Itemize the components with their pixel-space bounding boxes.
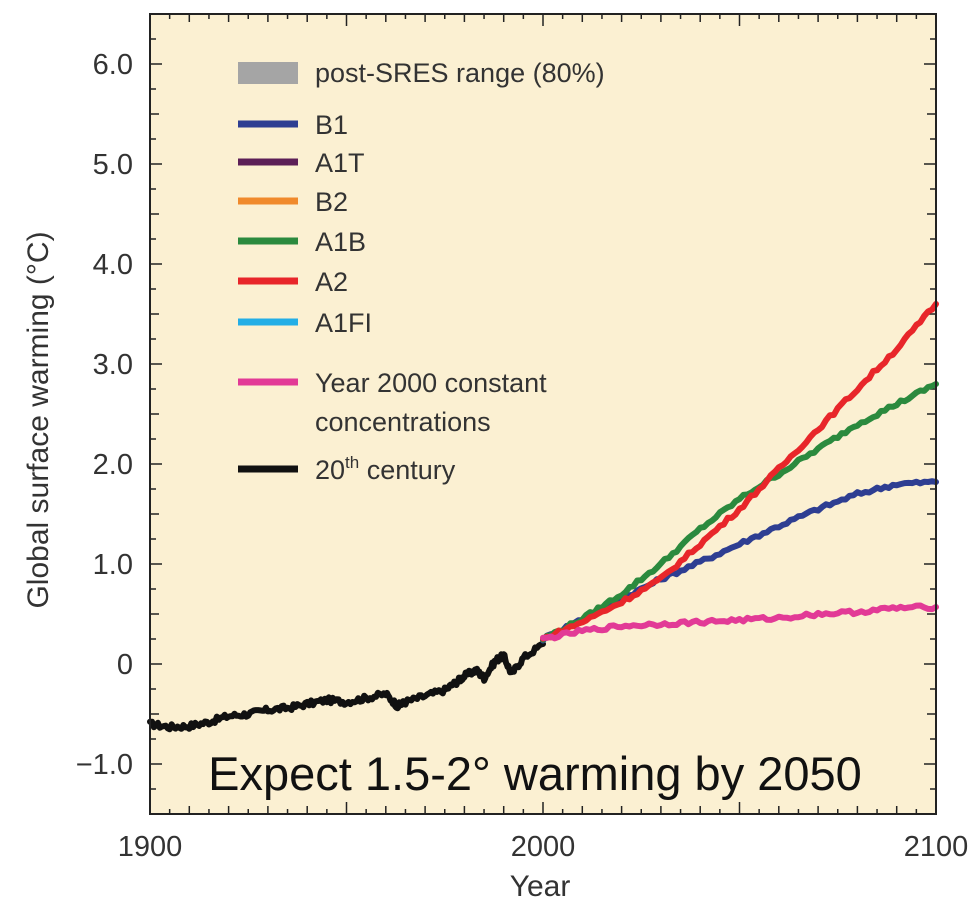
legend-label: Year 2000 constant <box>315 368 547 398</box>
y-axis-title-text: Global surface warming (°C) <box>22 231 55 608</box>
x-axis-title: Year <box>510 870 571 903</box>
series-line <box>540 602 939 642</box>
x-tick-label: 2000 <box>511 831 576 863</box>
legend-swatch-box <box>238 62 298 84</box>
legend-label: B1 <box>315 110 348 140</box>
legend-label: A1FI <box>315 308 372 338</box>
y-tick-label: 1.0 <box>93 549 133 581</box>
series-line <box>540 301 939 642</box>
y-tick-label: 3.0 <box>93 349 133 381</box>
y-tick-labels: −1.0 0 1.0 2.0 3.0 4.0 5.0 6.0 <box>76 49 133 781</box>
legend-label: A2 <box>315 267 348 297</box>
y-tick-label: 5.0 <box>93 149 133 181</box>
annotation-text: Expect 1.5-2° warming by 2050 <box>208 747 862 800</box>
legend-label: A1T <box>315 148 365 178</box>
x-tick-label: 1900 <box>118 831 183 863</box>
tick-marks <box>149 13 937 815</box>
legend-label: 20th century <box>315 453 456 485</box>
y-tick-label: −1.0 <box>76 749 133 781</box>
legend-label: concentrations <box>315 407 491 437</box>
legend-label: B2 <box>315 187 348 217</box>
x-tick-labels: 1900 2000 2100 <box>118 831 969 863</box>
y-tick-label: 0 <box>117 649 133 681</box>
y-tick-label: 6.0 <box>93 49 133 81</box>
series-line <box>147 641 546 733</box>
series-line <box>540 381 939 643</box>
plot-background <box>150 14 936 814</box>
x-tick-label: 2100 <box>904 831 969 863</box>
plot-frame <box>149 13 937 815</box>
legend: post-SRES range (80%) B1 A1T B2 A1B A2 A1FI Yea… <box>238 58 605 485</box>
y-tick-label: 4.0 <box>93 249 133 281</box>
y-axis-title: Global surface warming (°C) <box>22 231 55 608</box>
legend-label: post-SRES range (80%) <box>315 58 605 88</box>
legend-label: A1B <box>315 227 366 257</box>
series-layer <box>147 301 939 733</box>
y-tick-label: 2.0 <box>93 449 133 481</box>
